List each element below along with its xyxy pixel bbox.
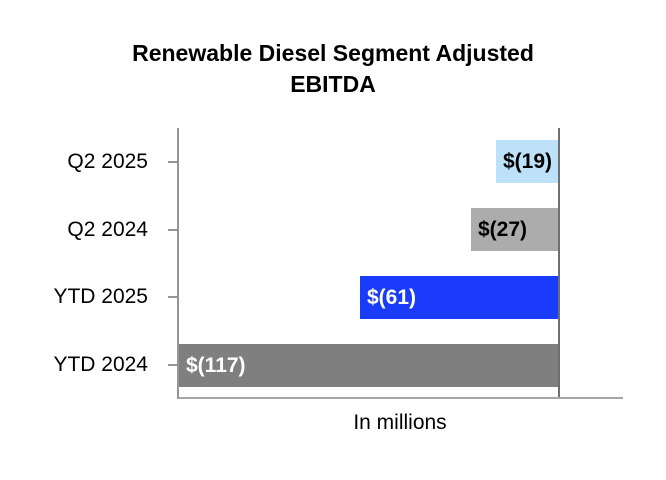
bar-row: $(19) [179, 140, 623, 183]
category-label: Q2 2024 [67, 218, 148, 241]
bar: $(61) [360, 276, 558, 319]
bar-value-label: $(27) [478, 218, 528, 241]
category-label: Q2 2025 [67, 150, 148, 173]
x-axis-label: In millions [353, 411, 447, 434]
category-label: YTD 2025 [53, 285, 148, 308]
bar-value-label: $(19) [503, 150, 553, 173]
zero-baseline [558, 128, 560, 397]
y-axis-tick [168, 296, 177, 298]
bar: $(19) [496, 140, 558, 183]
bar-value-label: $(61) [367, 286, 417, 309]
category-label: YTD 2024 [53, 353, 148, 376]
chart-plot-area: $(19) $(27) $(61) $(117) [177, 128, 623, 399]
bar: $(117) [179, 344, 558, 387]
y-axis-tick [168, 229, 177, 231]
bar-row: $(27) [179, 208, 623, 251]
y-axis-tick [168, 161, 177, 163]
chart-title: Renewable Diesel Segment Adjusted EBITDA [132, 40, 534, 97]
y-axis-tick [168, 364, 177, 366]
bar-value-label: $(117) [186, 354, 246, 377]
bar: $(27) [471, 208, 558, 251]
bar-row: $(61) [179, 276, 623, 319]
bar-row: $(117) [179, 344, 623, 387]
